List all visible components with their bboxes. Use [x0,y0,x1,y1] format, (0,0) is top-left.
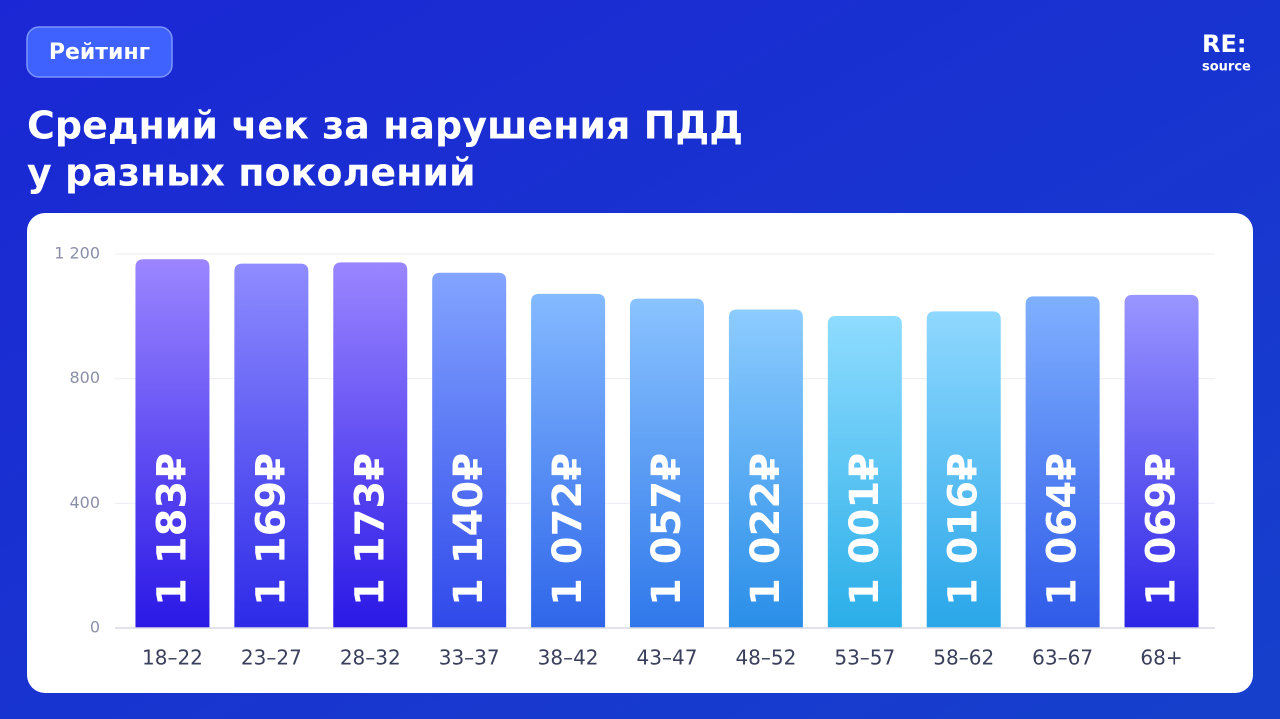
y-tick-label: 1 200 [54,244,100,263]
x-tick-label: 63–67 [1032,646,1093,670]
x-tick-label: 23–27 [241,646,302,670]
bar [1025,296,1100,628]
value-label: 1 140₽ [446,453,492,606]
value-label: 1 169₽ [248,453,294,606]
value-label: 1 064₽ [1040,453,1086,606]
badge-label: Рейтинг [49,40,150,65]
y-tick-label: 0 [90,618,100,637]
x-tick-label: 33–37 [439,646,500,670]
bar [135,259,210,628]
y-tick-label: 400 [69,493,100,512]
x-tick-label: 53–57 [834,646,895,670]
bar [926,311,1001,628]
badge [26,26,173,78]
x-tick-label: 43–47 [637,646,698,670]
chart-title: Средний чек за нарушения ПДД [27,104,743,148]
value-label: 1 022₽ [743,453,789,606]
x-tick-label: 58–62 [933,646,994,670]
x-tick-label: 18–22 [142,646,203,670]
bar [333,262,408,628]
bar [1124,294,1199,628]
value-label: 1 001₽ [842,453,888,606]
chart-title: у разных поколений [27,151,476,195]
x-tick-label: 68+ [1140,646,1182,670]
x-tick-label: 28–32 [340,646,401,670]
bar [728,309,803,628]
bar [827,316,902,628]
bar [531,293,606,628]
value-label: 1 173₽ [347,453,393,606]
logo: RE: [1202,30,1246,58]
y-tick-label: 800 [69,368,100,387]
value-label: 1 057₽ [644,453,690,606]
bar [432,272,507,628]
x-tick-label: 48–52 [735,646,796,670]
bar [234,263,309,628]
value-label: 1 183₽ [149,453,195,606]
bar [630,298,704,628]
logo-sub: source [1202,60,1251,75]
value-label: 1 069₽ [1139,453,1185,606]
value-label: 1 016₽ [941,453,987,606]
value-label: 1 072₽ [545,453,591,606]
x-tick-label: 38–42 [538,646,599,670]
